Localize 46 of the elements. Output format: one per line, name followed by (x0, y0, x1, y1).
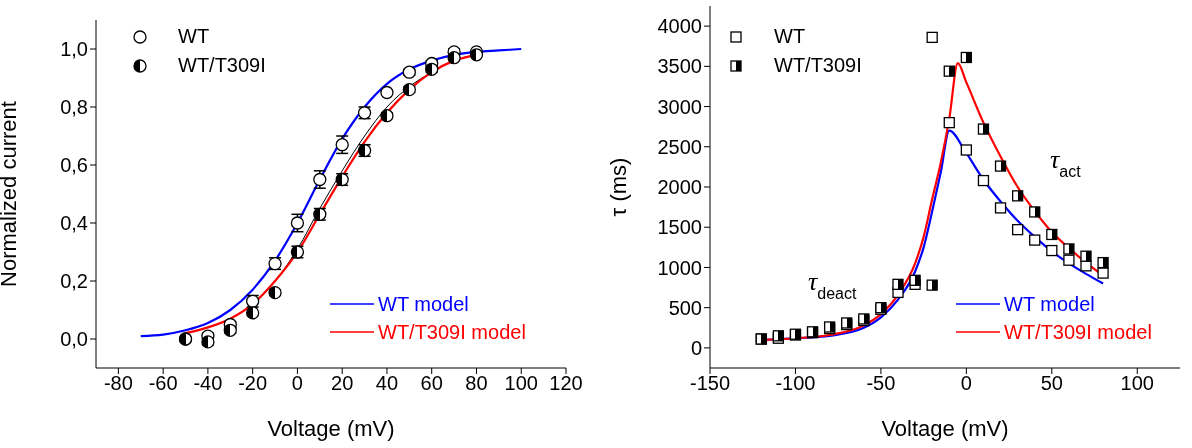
x-tick-label: 120 (549, 372, 583, 395)
y-tick-label: 2000 (657, 176, 702, 199)
legend-label: WT model (378, 292, 469, 316)
y-tick-label: 1500 (657, 216, 702, 239)
y-tick-label: 1000 (657, 256, 702, 279)
y-tick-label: 0,2 (60, 270, 88, 293)
x-tick-label: 100 (1120, 372, 1154, 395)
y-tick-label: 1,0 (60, 38, 88, 61)
legend-label: WT/T309I model (1004, 320, 1152, 344)
x-tick-label: 80 (465, 372, 488, 395)
x-tick-label: -60 (148, 372, 178, 395)
y-tick-label: 3500 (657, 55, 702, 78)
x-tick-label: -100 (775, 372, 816, 395)
legend-label: WT/T309I (774, 54, 862, 77)
x-tick-label: -20 (238, 372, 268, 395)
x-axis-title: Voltage (mV) (267, 416, 395, 441)
x-tick-label: 40 (375, 372, 399, 395)
x-tick-label: 0 (291, 372, 303, 395)
annotation: τ$_{act}$ (1050, 145, 1082, 180)
y-axis-title: τ (ms) (605, 157, 631, 217)
legend-label: WT model (1004, 292, 1095, 316)
legend-label: WT (178, 25, 210, 48)
y-tick-label: 0,8 (60, 96, 88, 119)
y-tick-label: 0,0 (60, 328, 88, 351)
legend-label: WT/T309I model (378, 320, 526, 344)
x-tick-label: 60 (420, 372, 443, 395)
y-tick-label: 0,6 (60, 154, 88, 177)
x-tick-label: 20 (331, 372, 354, 395)
x-tick-label: 100 (504, 372, 538, 395)
x-tick-label: -80 (103, 372, 133, 395)
y-tick-label: 4000 (657, 15, 702, 38)
x-tick-label: 0 (960, 372, 972, 395)
x-tick-label: -50 (866, 372, 896, 395)
legend-label: WT/T309I (178, 54, 266, 77)
y-axis-title: Normalized current (0, 101, 21, 287)
legend-label: WT (774, 25, 806, 48)
x-tick-label: 50 (1040, 372, 1063, 395)
y-tick-label: 0 (690, 336, 702, 359)
y-tick-label: 500 (668, 296, 702, 319)
x-tick-label: -40 (193, 372, 223, 395)
x-tick-label: -150 (689, 372, 731, 395)
y-tick-label: 3000 (657, 95, 702, 118)
annotation: τ$_{deact}$ (808, 267, 858, 302)
x-axis-title: Voltage (mV) (881, 416, 1009, 441)
y-tick-label: 0,4 (60, 212, 88, 235)
y-tick-label: 2500 (657, 135, 702, 158)
